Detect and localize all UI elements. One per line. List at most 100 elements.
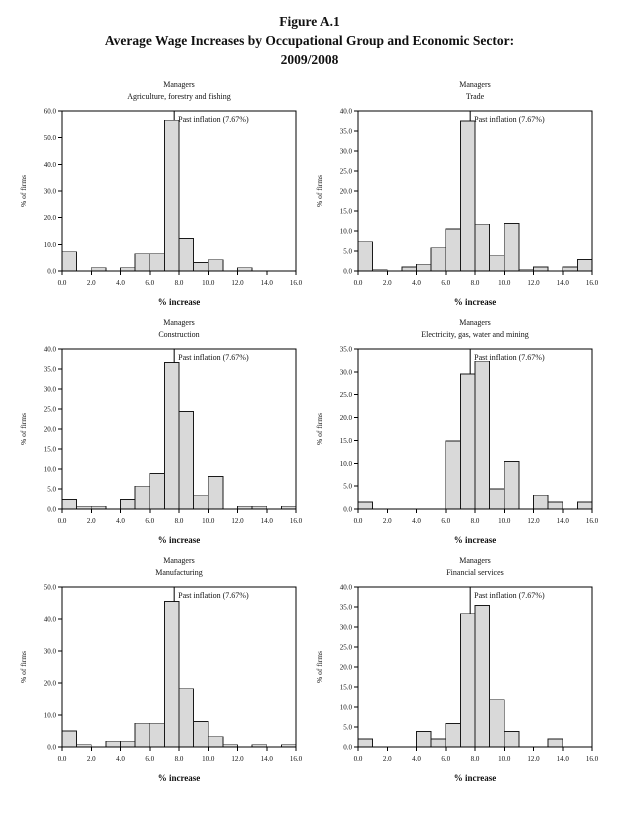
x-axis-tick-label: 14.0: [261, 279, 274, 287]
y-axis-tick-label: 40.0: [44, 616, 57, 624]
y-axis-tick-label: 50.0: [44, 584, 57, 592]
panel-title: Managers Financial services: [310, 555, 600, 579]
x-axis-tick-label: 6.0: [145, 279, 154, 287]
x-axis-tick-label: 16.0: [586, 755, 599, 763]
y-axis-tick-label: 20.0: [340, 415, 353, 423]
histogram-bar: [445, 723, 461, 748]
histogram-trade: 0.0 5.0 10.0 15.0 20.0 25.0 30.0 35.0 40.0 0.0 2.0…: [315, 108, 599, 308]
x-axis-tick-label: 8.0: [175, 279, 184, 287]
y-axis-tick-label: 30.0: [340, 624, 353, 632]
x-axis-tick-label: 4.0: [116, 517, 125, 525]
y-axis-title: % of firms: [19, 651, 28, 683]
y-axis-tick-label: 20.0: [340, 664, 353, 672]
panel-title-group: Managers: [163, 556, 195, 566]
x-axis-tick-label: 14.0: [261, 517, 274, 525]
x-axis-tick-label: 16.0: [290, 755, 303, 763]
x-axis-tick-label: 0.0: [354, 517, 363, 525]
y-axis-tick-label: 30.0: [44, 386, 57, 394]
x-axis-tick-label: 10.0: [202, 755, 215, 763]
panel-title: Managers Electricity, gas, water and min…: [310, 317, 600, 341]
panel-financial: Managers Financial services 0.0 5.0 10.0 15…: [310, 555, 600, 789]
inflation-reference-label: Past inflation (7.67%): [178, 591, 249, 600]
y-axis-tick-label: 15.0: [44, 446, 57, 454]
panel-title-group: Managers: [459, 556, 491, 566]
y-axis-tick-label: 20.0: [44, 426, 57, 434]
x-axis-tick-label: 14.0: [557, 755, 570, 763]
y-axis-tick-label: 25.0: [340, 644, 353, 652]
y-axis-tick-label: 5.0: [343, 248, 352, 256]
panel-trade: Managers Trade 0.0 5.0 10.0 15.0 20.0 25.0 30.…: [310, 79, 600, 313]
x-axis-tick-label: 14.0: [557, 517, 570, 525]
histogram-bar: [61, 731, 78, 748]
histogram-bar: [163, 120, 180, 272]
x-axis-tick-label: 16.0: [586, 279, 599, 287]
x-axis-tick-label: 14.0: [557, 279, 570, 287]
y-axis-title: % of firms: [19, 175, 28, 207]
x-axis-tick-label: 0.0: [58, 279, 67, 287]
y-axis-tick-label: 5.0: [343, 483, 352, 491]
histogram-bar: [474, 224, 491, 272]
x-axis-tick-label: 8.0: [471, 517, 480, 525]
x-axis-title: % increase: [454, 297, 497, 307]
y-axis-tick-label: 40.0: [44, 346, 57, 354]
charts-grid: Managers Agriculture, forestry and fishi…: [0, 69, 619, 789]
y-axis-tick-label: 25.0: [44, 406, 57, 414]
histogram-bar: [489, 255, 505, 272]
figure-subtitle: 2009/2008: [280, 52, 339, 68]
y-axis-tick-label: 10.0: [340, 228, 353, 236]
x-axis-tick-label: 16.0: [586, 517, 599, 525]
inflation-reference-label: Past inflation (7.67%): [178, 115, 249, 124]
histogram-bar: [163, 362, 180, 510]
histogram-bar: [401, 267, 417, 272]
y-axis-tick-label: 20.0: [340, 188, 353, 196]
y-axis-tick-label: 35.0: [44, 366, 57, 374]
histogram-bar: [547, 502, 564, 510]
x-axis-tick-label: 4.0: [116, 755, 125, 763]
x-axis-tick-label: 0.0: [58, 517, 67, 525]
y-axis-tick-label: 30.0: [340, 148, 353, 156]
y-axis-tick-label: 10.0: [340, 704, 353, 712]
histogram-bar: [149, 723, 165, 748]
histogram-bar: [149, 253, 165, 272]
y-axis-tick-label: 40.0: [340, 108, 353, 116]
histogram-bar: [503, 731, 520, 748]
histogram-bar: [576, 259, 593, 272]
histogram-bar: [430, 247, 447, 272]
y-axis-tick-label: 30.0: [44, 188, 57, 196]
panel-title: Managers Agriculture, forestry and fishi…: [14, 79, 304, 103]
y-axis-tick-label: 10.0: [44, 466, 57, 474]
histogram-bar: [61, 251, 78, 272]
panel-title-sector: Financial services: [446, 568, 504, 578]
x-axis-tick-label: 2.0: [87, 517, 96, 525]
x-axis-tick-label: 0.0: [354, 279, 363, 287]
histogram-bar: [445, 229, 461, 272]
y-axis-tick-label: 0.0: [47, 744, 56, 752]
x-axis-tick-label: 14.0: [261, 755, 274, 763]
figure-title: Average Wage Increases by Occupational G…: [104, 33, 515, 49]
y-axis-tick-label: 25.0: [340, 392, 353, 400]
histogram-bar: [120, 499, 136, 510]
panel-title: Managers Construction: [14, 317, 304, 341]
histogram-bar: [459, 121, 476, 272]
panel-title-group: Managers: [163, 318, 195, 328]
x-axis-tick-label: 10.0: [202, 517, 215, 525]
histogram-bar: [503, 223, 520, 272]
y-axis-tick-label: 40.0: [340, 584, 353, 592]
x-axis-title: % increase: [454, 535, 497, 545]
panel-title-sector: Electricity, gas, water and mining: [421, 330, 529, 340]
x-axis-tick-label: 10.0: [498, 517, 511, 525]
histogram-bar: [193, 495, 209, 510]
histogram-bar: [533, 267, 549, 272]
histogram-electricity: 0.0 5.0 10.0 15.0 20.0 25.0 30.0 35.0 0.0 2.0 4.0 6…: [315, 346, 599, 546]
x-axis-tick-label: 6.0: [145, 755, 154, 763]
panel-agriculture: Managers Agriculture, forestry and fishi…: [14, 79, 304, 313]
x-axis-tick-label: 10.0: [498, 755, 511, 763]
y-axis-tick-label: 0.0: [47, 506, 56, 514]
x-axis-tick-label: 12.0: [527, 279, 540, 287]
figure-header: Figure A.1 Average Wage Increases by Occ…: [0, 0, 619, 69]
histogram-manufacturing: 0.0 10.0 20.0 30.0 40.0 50.0 0.0 2.0 4.0 6.0 8.0 10…: [19, 584, 303, 784]
y-axis-tick-label: 0.0: [343, 268, 352, 276]
y-axis-tick-label: 35.0: [340, 604, 353, 612]
x-axis-tick-label: 12.0: [231, 279, 244, 287]
y-axis-tick-label: 0.0: [343, 506, 352, 514]
